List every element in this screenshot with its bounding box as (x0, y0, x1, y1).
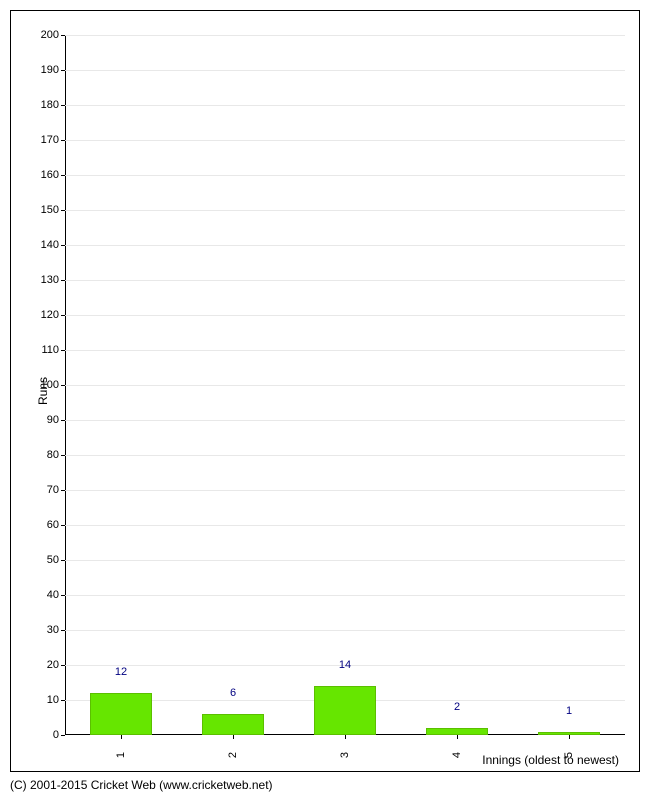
ytick-mark (61, 70, 65, 71)
ytick-label: 100 (41, 379, 59, 391)
bar-value-label: 14 (339, 659, 351, 671)
ytick-mark (61, 175, 65, 176)
ytick-mark (61, 245, 65, 246)
ytick-label: 0 (53, 729, 59, 741)
ytick-mark (61, 525, 65, 526)
xtick-mark (345, 735, 346, 739)
xtick-mark (121, 735, 122, 739)
gridline (65, 420, 625, 421)
bar-value-label: 12 (115, 666, 127, 678)
ytick-label: 30 (47, 624, 59, 636)
ytick-mark (61, 560, 65, 561)
gridline (65, 280, 625, 281)
gridline (65, 140, 625, 141)
xtick-mark (233, 735, 234, 739)
ytick-mark (61, 630, 65, 631)
ytick-mark (61, 455, 65, 456)
ytick-mark (61, 350, 65, 351)
gridline (65, 210, 625, 211)
ytick-label: 80 (47, 449, 59, 461)
ytick-label: 140 (41, 239, 59, 251)
ytick-label: 50 (47, 554, 59, 566)
ytick-label: 90 (47, 414, 59, 426)
ytick-label: 110 (41, 344, 59, 356)
ytick-mark (61, 105, 65, 106)
ytick-label: 170 (41, 134, 59, 146)
bar-value-label: 6 (230, 687, 236, 699)
gridline (65, 105, 625, 106)
bar-value-label: 2 (454, 701, 460, 713)
gridline (65, 70, 625, 71)
ytick-label: 20 (47, 659, 59, 671)
xtick-label: 1 (115, 752, 127, 758)
ytick-label: 130 (41, 274, 59, 286)
ytick-mark (61, 700, 65, 701)
ytick-mark (61, 140, 65, 141)
ytick-label: 160 (41, 169, 59, 181)
gridline (65, 350, 625, 351)
x-axis-label: Innings (oldest to newest) (482, 753, 619, 767)
bar-value-label: 1 (566, 705, 572, 717)
ytick-mark (61, 280, 65, 281)
ytick-label: 40 (47, 589, 59, 601)
ytick-mark (61, 735, 65, 736)
ytick-label: 10 (47, 694, 59, 706)
gridline (65, 385, 625, 386)
gridline (65, 455, 625, 456)
bar (314, 686, 376, 735)
gridline (65, 595, 625, 596)
ytick-label: 60 (47, 519, 59, 531)
ytick-label: 180 (41, 99, 59, 111)
ytick-mark (61, 35, 65, 36)
gridline (65, 630, 625, 631)
ytick-mark (61, 490, 65, 491)
xtick-label: 4 (451, 752, 463, 758)
bar (202, 714, 264, 735)
ytick-label: 150 (41, 204, 59, 216)
gridline (65, 490, 625, 491)
ytick-label: 190 (41, 64, 59, 76)
ytick-label: 200 (41, 29, 59, 41)
ytick-mark (61, 315, 65, 316)
ytick-mark (61, 665, 65, 666)
bar (90, 693, 152, 735)
xtick-mark (569, 735, 570, 739)
copyright-text: (C) 2001-2015 Cricket Web (www.cricketwe… (10, 778, 273, 792)
ytick-mark (61, 385, 65, 386)
plot-area: 0102030405060708090100110120130140150160… (65, 35, 625, 735)
gridline (65, 525, 625, 526)
gridline (65, 175, 625, 176)
ytick-mark (61, 420, 65, 421)
ytick-label: 120 (41, 309, 59, 321)
ytick-mark (61, 210, 65, 211)
xtick-label: 2 (227, 752, 239, 758)
gridline (65, 315, 625, 316)
gridline (65, 245, 625, 246)
chart-border: Runs 01020304050607080901001101201301401… (10, 10, 640, 772)
ytick-mark (61, 595, 65, 596)
bar (426, 728, 488, 735)
xtick-mark (457, 735, 458, 739)
gridline (65, 560, 625, 561)
gridline (65, 35, 625, 36)
chart-frame: Runs 01020304050607080901001101201301401… (0, 0, 650, 800)
xtick-label: 3 (339, 752, 351, 758)
ytick-label: 70 (47, 484, 59, 496)
